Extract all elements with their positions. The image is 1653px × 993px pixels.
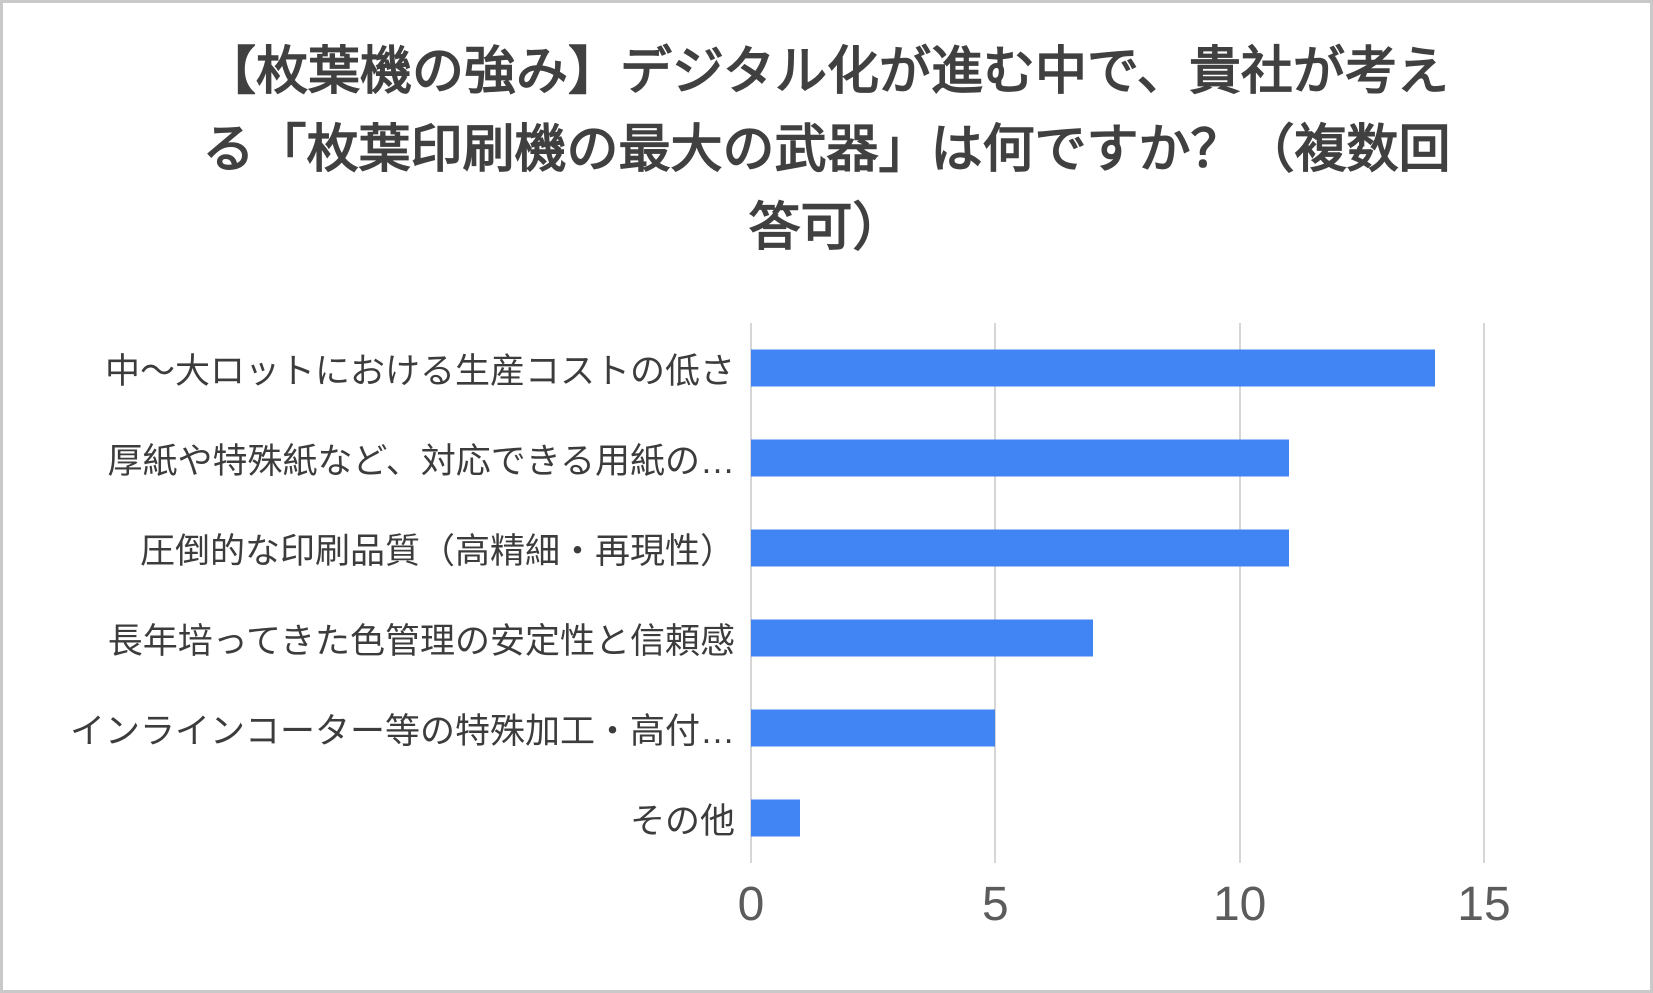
category-label: 長年培ってきた色管理の安定性と信頼感 [107, 621, 735, 661]
bar-row: 中～大ロットにおける生産コストの低さ [3, 323, 1650, 413]
gridline [750, 323, 752, 863]
bar-row: その他 [3, 773, 1650, 863]
x-tick-label: 5 [981, 878, 1009, 931]
bar [751, 349, 1436, 387]
bar-rows: 中～大ロットにおける生産コストの低さ 厚紙や特殊紙など、対応できる用紙の… 圧倒的な… [3, 323, 1650, 863]
x-axis: 0 5 10 15 [738, 863, 1511, 943]
category-label: 厚紙や特殊紙など、対応できる用紙の… [107, 441, 735, 481]
x-tick-label: 15 [1457, 878, 1511, 931]
bar [751, 619, 1094, 657]
bar [751, 439, 1289, 477]
category-label: 中～大ロットにおける生産コストの低さ [104, 351, 735, 391]
gridline [1483, 323, 1485, 863]
bar [751, 709, 996, 747]
bar-chart: 中～大ロットにおける生産コストの低さ 厚紙や特殊紙など、対応できる用紙の… 圧倒的な… [3, 323, 1650, 863]
bar-row: 厚紙や特殊紙など、対応できる用紙の… [3, 413, 1650, 503]
category-label: インラインコーター等の特殊加工・高付… [69, 711, 735, 751]
x-tick-label: 10 [1212, 878, 1267, 931]
bar [751, 529, 1289, 567]
bar [751, 799, 800, 837]
bar-track [751, 683, 1484, 773]
bar-track [751, 503, 1484, 593]
gridline [1238, 323, 1241, 863]
bar-track [751, 593, 1484, 683]
gridline [994, 323, 997, 863]
category-label: 圧倒的な印刷品質（高精細・再現性） [139, 531, 735, 571]
bar-row: インラインコーター等の特殊加工・高付… [3, 683, 1650, 773]
chart-title: 【枚葉機の強み】デジタル化が進む中で、貴社が考える「枚葉印刷機の最大の武器」は何… [202, 43, 1451, 257]
bar-track [751, 773, 1484, 863]
gridline-layer [750, 323, 1485, 863]
x-tick-label: 0 [737, 878, 765, 931]
bar-row: 長年培ってきた色管理の安定性と信頼感 [3, 593, 1650, 683]
category-label: その他 [629, 801, 735, 841]
bar-track [751, 413, 1484, 503]
bar-track [751, 323, 1484, 413]
bar-row: 圧倒的な印刷品質（高精細・再現性） [3, 503, 1650, 593]
